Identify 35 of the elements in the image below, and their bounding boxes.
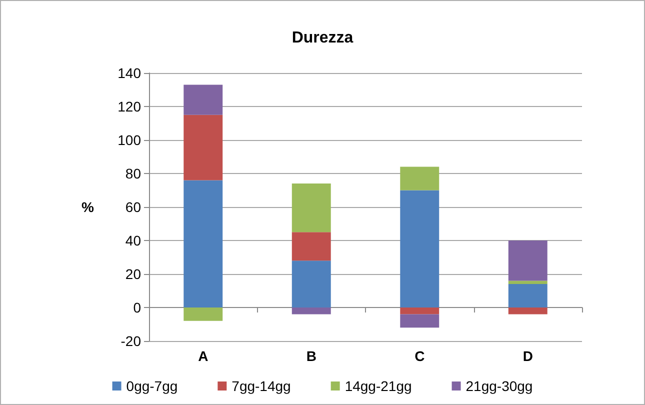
x-tick-label: D [522, 348, 533, 364]
y-tick-label: 40 [125, 232, 142, 248]
x-tick-label: A [198, 348, 208, 364]
bar [292, 260, 331, 308]
bar [292, 308, 331, 314]
bar [508, 240, 548, 281]
bar [184, 308, 223, 321]
y-tick-label: 120 [118, 98, 142, 114]
x-tick-label: C [414, 348, 425, 364]
bar [292, 184, 331, 232]
y-axis-title: % [82, 199, 95, 215]
legend-label: 21gg-30gg [466, 378, 533, 394]
bar [400, 166, 440, 190]
y-tick-label: 100 [118, 132, 142, 148]
bar [400, 314, 440, 328]
legend-label: 7gg-14gg [232, 378, 291, 394]
bar [292, 232, 331, 261]
y-tick-label: -20 [120, 333, 142, 349]
bar [184, 84, 223, 115]
bar [184, 114, 223, 180]
bar [184, 180, 223, 308]
x-tick-label: B [306, 348, 316, 364]
y-tick-label: 20 [125, 266, 142, 282]
chart-title: Durezza [292, 30, 354, 46]
bar [400, 190, 440, 308]
bar [508, 280, 548, 284]
y-tick-label: 140 [118, 65, 142, 81]
y-tick-label: 0 [133, 300, 142, 316]
bar [508, 284, 548, 308]
y-tick-label: 80 [125, 166, 142, 182]
y-tick-label: 60 [125, 199, 142, 215]
bar [508, 308, 548, 314]
bar [400, 308, 440, 314]
legend-label: 0gg-7gg [126, 378, 178, 394]
legend-label: 14gg-21gg [344, 378, 412, 394]
